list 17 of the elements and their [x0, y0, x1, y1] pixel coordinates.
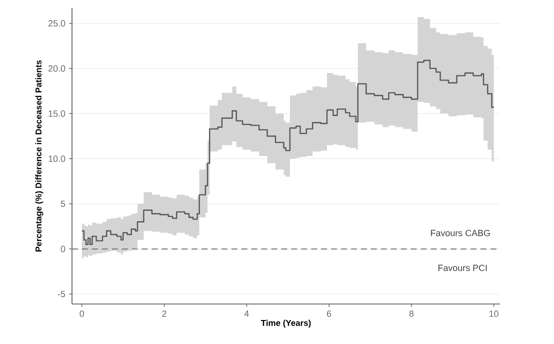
y-tick-label: 25.0 [48, 20, 66, 27]
x-tick-label: 4 [244, 310, 249, 317]
x-tick-label: 8 [409, 310, 414, 317]
y-tick-label: 20.0 [48, 65, 66, 72]
x-tick-label: 6 [327, 310, 332, 317]
annotation: Favours CABG [430, 230, 490, 236]
y-tick-label: -5 [58, 290, 66, 298]
annotation: Favours PCI [438, 264, 487, 272]
x-tick-label: 0 [80, 310, 84, 317]
y-tick-label: 5 [60, 200, 66, 207]
x-tick-label: 2 [162, 310, 166, 317]
y-tick-label: 15.0 [48, 110, 66, 117]
y-axis-title: Percentage (%) Difference in Deceased Patients [35, 60, 44, 252]
y-tick-label: 10.0 [48, 156, 66, 162]
y-tick-label: 0 [60, 246, 66, 252]
x-axis-title: Time (Years) [260, 320, 311, 328]
x-tick-label: 10 [490, 310, 498, 317]
